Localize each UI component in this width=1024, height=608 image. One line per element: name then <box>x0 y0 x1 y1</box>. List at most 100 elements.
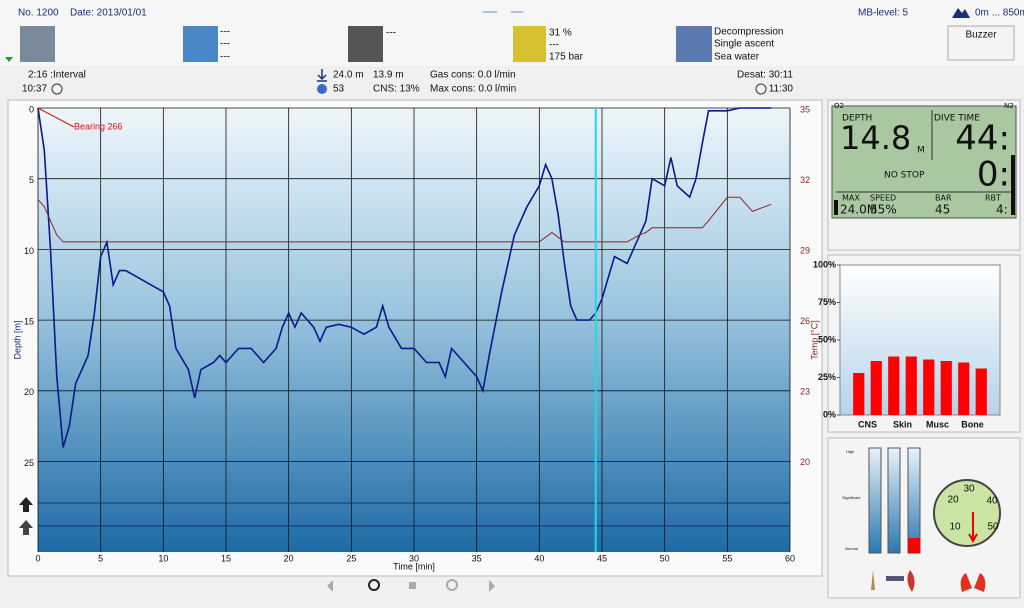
dive-time: 53 <box>333 84 345 95</box>
x-tick-label: Musc <box>926 419 949 429</box>
tile-text: 31 % <box>549 28 572 39</box>
nav-prev[interactable] <box>327 580 333 592</box>
tile-text: --- <box>220 52 230 63</box>
bar <box>905 356 917 415</box>
gauge-bar <box>887 447 901 554</box>
x-tick-label: 15 <box>221 553 231 563</box>
lcd-bar: 45 <box>935 203 950 217</box>
lcd-depth: 14.8 <box>840 119 911 157</box>
series-line <box>37 196 772 243</box>
gauge-fill <box>908 538 920 553</box>
x-tick-label: 55 <box>722 553 732 563</box>
bar <box>888 356 900 415</box>
tile-text: Single ascent <box>714 39 774 50</box>
lcd-speed: 55% <box>870 203 897 217</box>
clock-icon <box>51 83 63 95</box>
tile-text: Decompression <box>714 27 783 38</box>
lcd-stop-time: 0: <box>977 155 1010 195</box>
tile-text: --- <box>220 27 230 38</box>
lcd-time: 44: <box>955 119 1010 159</box>
ascent-icon <box>19 520 33 535</box>
x-tick-label: 60 <box>785 553 795 563</box>
bar <box>975 368 987 415</box>
interval: 2:16 :Interval <box>28 70 86 81</box>
mb-level: MB-level: 5 <box>858 8 908 19</box>
y-tick-label: 75% <box>818 297 836 307</box>
y2-tick-label: 32 <box>800 175 810 185</box>
camera-icon <box>348 26 383 62</box>
x-tick-label: 20 <box>284 553 294 563</box>
bar <box>958 362 970 415</box>
buzzer-button[interactable] <box>947 25 1015 61</box>
series-line <box>37 107 772 448</box>
clock-icon <box>755 83 767 95</box>
x-axis-label: Time [min] <box>393 561 435 571</box>
diver-icon <box>20 26 55 62</box>
dropdown-arrow[interactable] <box>5 57 13 62</box>
y-axis-label: Depth [m] <box>12 320 22 359</box>
dial <box>933 479 1001 547</box>
y2-axis-label: Temp [°C] <box>809 320 819 360</box>
tissue-icon <box>871 570 875 590</box>
zoom-in[interactable] <box>368 579 380 591</box>
nav-stop[interactable] <box>409 582 416 589</box>
time-icon <box>317 84 327 94</box>
lcd-label: MAX <box>842 194 860 203</box>
lcd-scale <box>834 200 838 215</box>
lcd-label: BAR <box>935 194 952 203</box>
lungs-icon <box>960 573 986 592</box>
gas-cons: Gas cons: 0.0 l/min <box>430 70 516 81</box>
bar <box>870 361 882 415</box>
dive-date: Date: 2013/01/01 <box>70 8 147 19</box>
x-tick-label: 30 <box>409 553 419 563</box>
buzzer-label: Buzzer <box>965 30 997 41</box>
lcd-rbt: 4: <box>996 203 1008 217</box>
y-tick-label: 10 <box>24 246 34 256</box>
max-depth: 24.0 m <box>333 70 364 81</box>
gauge-label: High <box>846 449 854 454</box>
y2-tick-label: 26 <box>800 316 810 326</box>
bottom-nav <box>327 579 495 592</box>
lcd-scale <box>1011 155 1015 215</box>
tile-text: --- <box>220 39 230 50</box>
x-tick-label: 45 <box>597 553 607 563</box>
tissue-icon <box>907 570 915 592</box>
zoom-out[interactable] <box>446 579 458 591</box>
altitude-icon <box>952 8 970 18</box>
tissue-icon <box>886 576 904 581</box>
lcd-stop: NO STOP <box>884 171 925 181</box>
x-tick-label: 5 <box>98 553 103 563</box>
gauge-bar <box>907 447 921 554</box>
y2-tick-label: 23 <box>800 386 810 396</box>
tank-icon <box>513 26 546 62</box>
lcd-label: DEPTH <box>842 114 872 124</box>
desat: Desat: 30:11 <box>737 70 793 81</box>
max-cons: Max cons: 0.0 l/min <box>430 84 516 95</box>
gauge-bar <box>868 447 882 554</box>
lcd-o2: O2 <box>834 102 844 110</box>
dive-type-icon <box>676 26 712 62</box>
header-bar <box>0 0 1024 66</box>
x-tick-label: Skin <box>893 419 912 429</box>
lcd-label: RBT <box>985 194 1001 203</box>
x-tick-label: 50 <box>660 553 670 563</box>
dial-needle <box>968 512 978 544</box>
dial-tick: 10 <box>949 522 961 533</box>
y-tick-label: 20 <box>24 387 34 397</box>
tile-text: --- <box>386 28 396 39</box>
y-tick-label: 25 <box>24 458 34 468</box>
bar <box>923 359 935 415</box>
annotation: Bearing 266 <box>74 121 123 131</box>
gauge-label: Normal <box>845 546 858 551</box>
lcd-label: SPEED <box>870 194 896 203</box>
nav-next[interactable] <box>489 580 495 592</box>
y2-tick-label: 35 <box>800 104 810 114</box>
x-tick-label: 40 <box>534 553 544 563</box>
y-tick-label: 15 <box>24 316 34 326</box>
tile-text: 175 bar <box>549 52 584 63</box>
exit-time: 11:30 <box>769 84 794 95</box>
tissue-plot <box>839 264 1001 416</box>
tile-text: --- <box>549 40 559 51</box>
ascent-icon <box>19 497 33 512</box>
